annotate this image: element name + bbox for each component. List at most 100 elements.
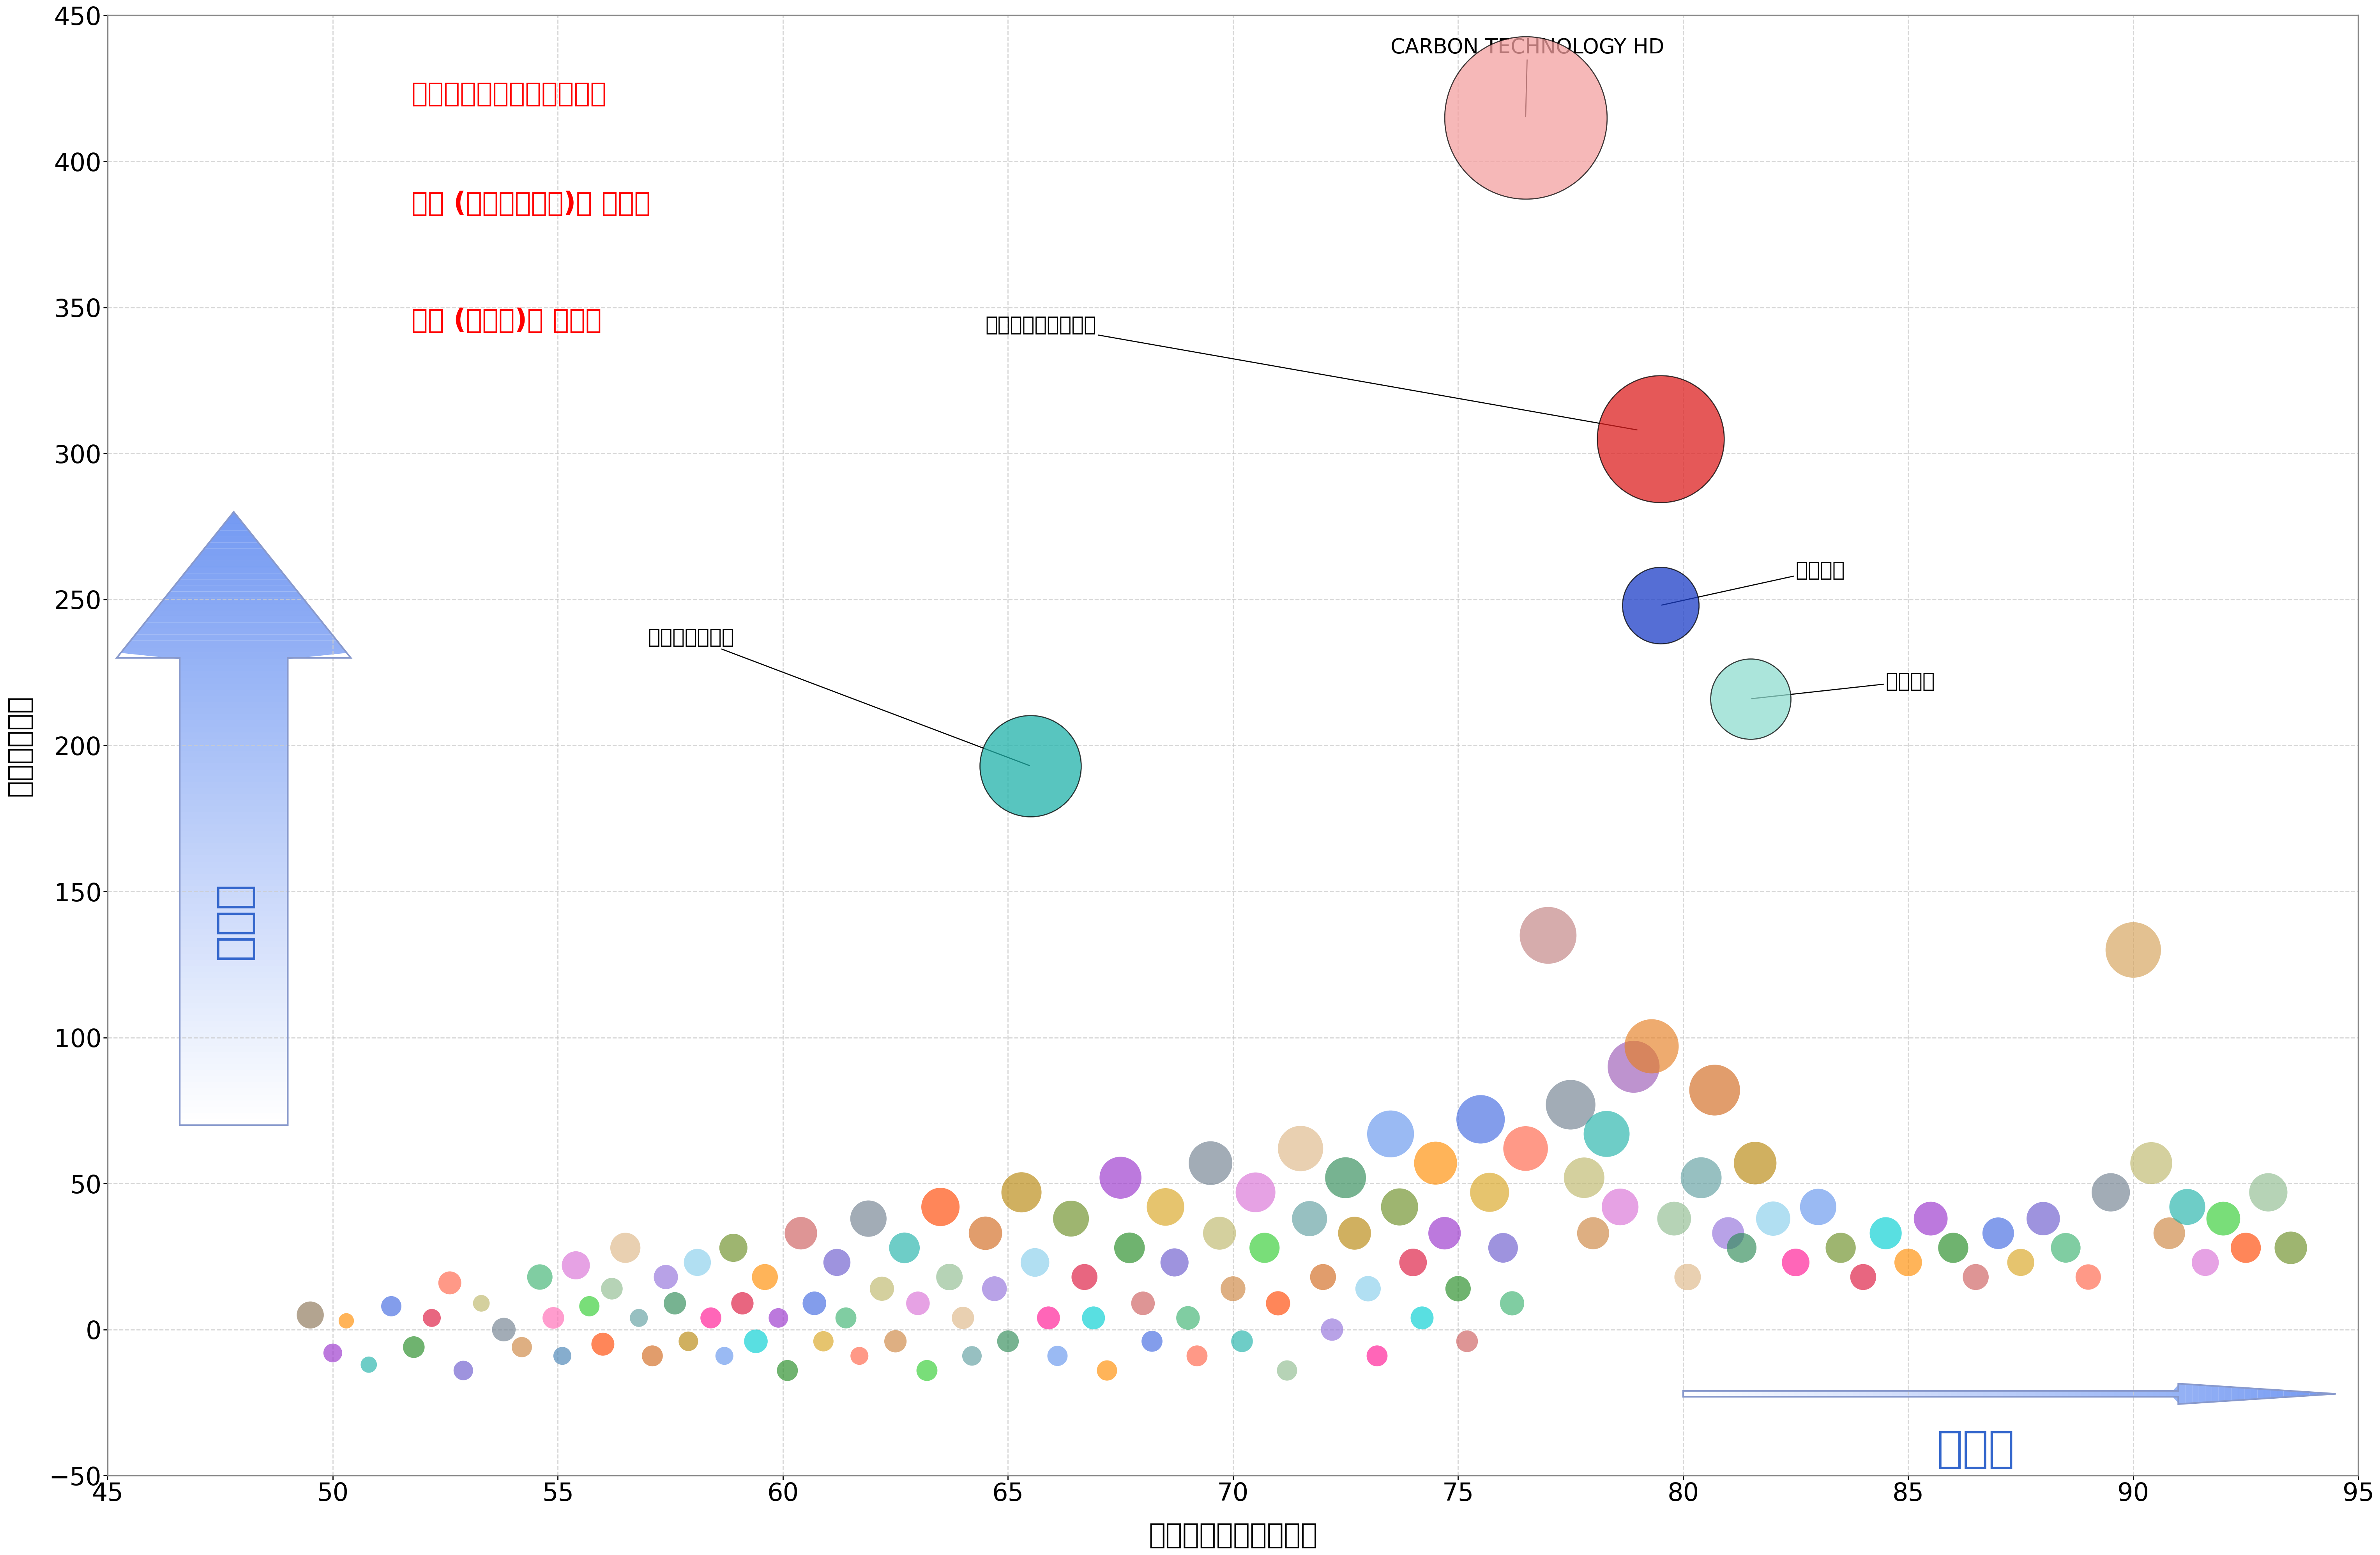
Point — [966, 1221, 1004, 1246]
Polygon shape — [2259, 1389, 2263, 1400]
Text: 縦軸 (権利者スコア)： 総合力: 縦軸 (権利者スコア)： 総合力 — [412, 191, 650, 216]
Point — [1404, 1306, 1442, 1331]
Polygon shape — [1709, 1390, 1716, 1396]
Point — [412, 1306, 450, 1331]
Point — [1642, 592, 1680, 617]
Point — [1416, 1151, 1454, 1176]
Polygon shape — [181, 666, 288, 672]
Point — [2249, 1180, 2287, 1205]
Polygon shape — [2297, 1392, 2304, 1396]
Polygon shape — [181, 880, 288, 886]
Polygon shape — [181, 824, 288, 830]
Polygon shape — [181, 1113, 288, 1120]
Point — [1709, 1221, 1747, 1246]
Polygon shape — [121, 647, 347, 653]
Polygon shape — [181, 739, 288, 745]
Polygon shape — [181, 684, 288, 690]
Point — [1935, 1235, 1973, 1260]
Polygon shape — [121, 653, 347, 659]
Polygon shape — [2271, 1390, 2278, 1398]
Point — [1002, 1180, 1040, 1205]
Polygon shape — [181, 928, 288, 935]
Point — [1154, 1250, 1192, 1275]
Point — [1088, 1358, 1126, 1382]
Polygon shape — [181, 788, 288, 795]
Polygon shape — [181, 972, 288, 978]
Y-axis label: 権利者スコア: 権利者スコア — [5, 695, 33, 796]
Point — [350, 1353, 388, 1378]
Point — [1799, 1194, 1837, 1219]
Polygon shape — [140, 622, 326, 628]
Polygon shape — [181, 1082, 288, 1088]
Polygon shape — [2304, 1392, 2309, 1396]
Point — [1259, 1291, 1297, 1316]
Polygon shape — [181, 922, 288, 928]
Text: 太平洋セメント: 太平洋セメント — [647, 627, 1031, 765]
Point — [395, 1334, 433, 1359]
Polygon shape — [1930, 1390, 1937, 1396]
Polygon shape — [1925, 1390, 1930, 1396]
Polygon shape — [181, 1120, 288, 1126]
Polygon shape — [1983, 1390, 1990, 1396]
Polygon shape — [2316, 1393, 2323, 1395]
Polygon shape — [1956, 1390, 1963, 1396]
Point — [1587, 1121, 1626, 1146]
Point — [1123, 1291, 1161, 1316]
Polygon shape — [1723, 1390, 1728, 1396]
Polygon shape — [190, 561, 278, 568]
Polygon shape — [1728, 1390, 1735, 1396]
Polygon shape — [2192, 1384, 2199, 1403]
Point — [678, 1250, 716, 1275]
Polygon shape — [145, 616, 321, 622]
Polygon shape — [2102, 1390, 2106, 1396]
Point — [1349, 1277, 1388, 1302]
Polygon shape — [181, 830, 288, 837]
Polygon shape — [181, 714, 288, 720]
Point — [1733, 686, 1771, 711]
Point — [1447, 1330, 1485, 1354]
X-axis label: パテントスコア最高値: パテントスコア最高値 — [1150, 1522, 1319, 1549]
Point — [1052, 1207, 1090, 1232]
Point — [1395, 1250, 1433, 1275]
Polygon shape — [2035, 1390, 2042, 1396]
Polygon shape — [1918, 1390, 1925, 1396]
Text: 円の大きさ：有効特許件数: 円の大きさ：有効特許件数 — [412, 81, 607, 107]
Polygon shape — [181, 959, 288, 966]
Point — [2187, 1250, 2225, 1275]
Polygon shape — [1775, 1390, 1780, 1396]
Point — [1492, 1291, 1530, 1316]
Polygon shape — [228, 512, 238, 518]
Point — [1147, 1194, 1185, 1219]
Point — [533, 1306, 571, 1331]
Point — [1380, 1194, 1418, 1219]
Point — [2025, 1207, 2063, 1232]
Polygon shape — [1806, 1390, 1814, 1396]
Point — [783, 1221, 821, 1246]
Point — [952, 1344, 990, 1368]
Polygon shape — [181, 893, 288, 899]
Point — [1066, 1264, 1104, 1289]
Polygon shape — [181, 868, 288, 874]
Polygon shape — [2225, 1387, 2232, 1401]
Polygon shape — [1859, 1390, 1866, 1396]
Polygon shape — [164, 591, 302, 597]
Point — [1566, 1165, 1604, 1190]
Polygon shape — [1963, 1390, 1971, 1396]
Polygon shape — [181, 843, 288, 849]
Point — [876, 1330, 914, 1354]
Polygon shape — [181, 886, 288, 893]
Polygon shape — [1768, 1390, 1775, 1396]
Point — [745, 1264, 783, 1289]
Point — [1633, 1034, 1671, 1059]
Polygon shape — [1702, 1390, 1709, 1396]
Polygon shape — [181, 1009, 288, 1015]
Point — [1314, 1317, 1352, 1342]
Polygon shape — [1840, 1390, 1847, 1396]
Point — [2132, 1151, 2171, 1176]
Polygon shape — [181, 708, 288, 714]
Point — [557, 1253, 595, 1278]
Point — [1304, 1264, 1342, 1289]
Polygon shape — [2056, 1390, 2061, 1396]
Polygon shape — [2132, 1390, 2140, 1396]
Polygon shape — [181, 690, 288, 695]
